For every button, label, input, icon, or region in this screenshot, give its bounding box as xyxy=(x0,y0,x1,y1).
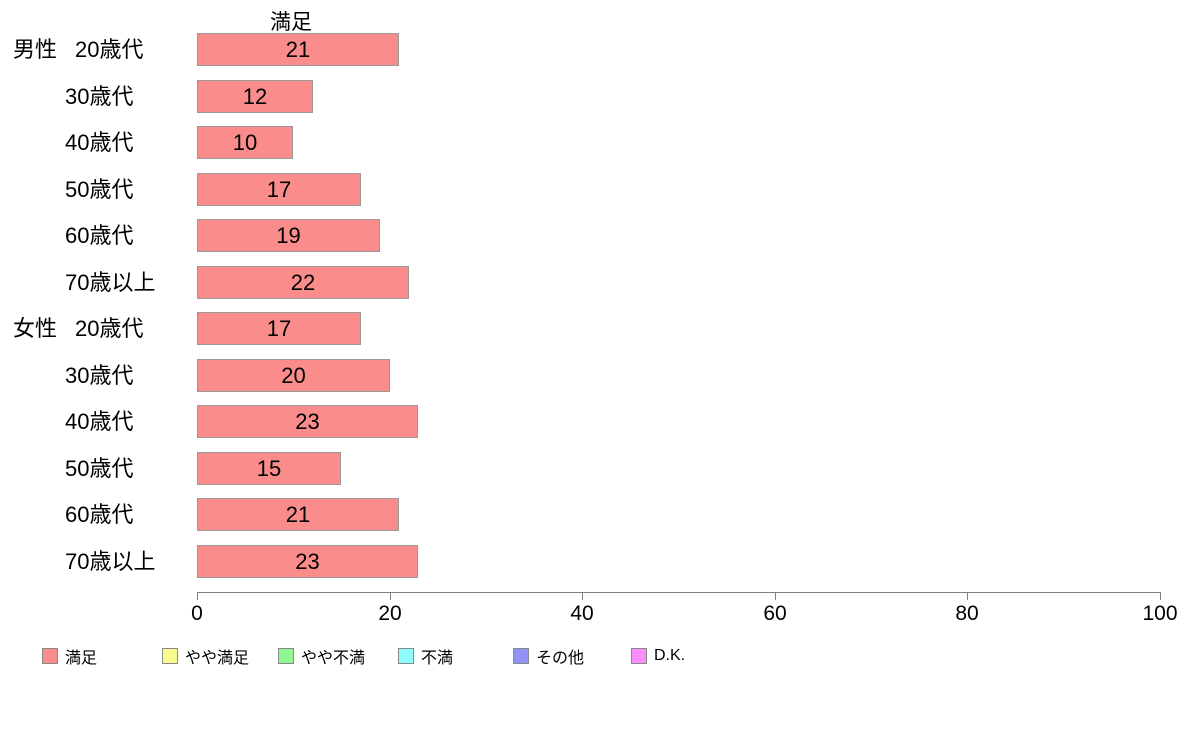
age-label: 60歳代 xyxy=(65,502,134,527)
category-label: 30歳代 xyxy=(0,80,196,113)
bar: 17 xyxy=(197,312,361,345)
legend-swatch xyxy=(278,648,294,664)
age-label: 70歳以上 xyxy=(65,270,156,295)
category-label: 70歳以上 xyxy=(0,545,196,578)
bar: 10 xyxy=(197,126,293,159)
legend-swatch xyxy=(42,648,58,664)
age-label: 30歳代 xyxy=(65,84,134,109)
bar: 12 xyxy=(197,80,313,113)
age-label: 60歳代 xyxy=(65,223,134,248)
age-label: 50歳代 xyxy=(65,456,134,481)
category-label: 男性 20歳代 xyxy=(0,33,196,66)
bar-value-label: 21 xyxy=(285,37,311,62)
legend-swatch xyxy=(162,648,178,664)
category-label: 40歳代 xyxy=(0,126,196,159)
axis-tick xyxy=(775,592,776,600)
axis-tick-label: 20 xyxy=(378,602,402,625)
category-label: 40歳代 xyxy=(0,405,196,438)
age-label: 20歳代 xyxy=(75,316,144,341)
age-label: 40歳代 xyxy=(65,130,134,155)
axis-tick-label: 0 xyxy=(191,602,203,625)
category-label: 30歳代 xyxy=(0,359,196,392)
age-label: 70歳以上 xyxy=(65,549,156,574)
axis-tick xyxy=(967,592,968,600)
bar: 17 xyxy=(197,173,361,206)
axis-tick-label: 80 xyxy=(955,602,979,625)
legend-label: その他 xyxy=(536,650,585,667)
bar: 22 xyxy=(197,266,409,299)
age-label: 50歳代 xyxy=(65,177,134,202)
group-label: 男性 xyxy=(13,37,58,62)
category-label: 女性 20歳代 xyxy=(0,312,196,345)
bar: 21 xyxy=(197,33,399,66)
legend-label: D.K. xyxy=(654,647,686,664)
age-label: 40歳代 xyxy=(65,409,134,434)
age-label: 30歳代 xyxy=(65,363,134,388)
axis-tick xyxy=(197,592,198,600)
legend-label: やや満足 xyxy=(185,650,250,667)
legend-label: 満足 xyxy=(65,650,98,667)
axis-tick-label: 100 xyxy=(1142,602,1178,625)
category-label: 50歳代 xyxy=(0,173,196,206)
bar-value-label: 23 xyxy=(295,409,320,434)
bar-value-label: 17 xyxy=(266,316,292,341)
group-label: 女性 xyxy=(13,316,58,341)
bar: 23 xyxy=(197,405,418,438)
bar-value-label: 12 xyxy=(242,84,268,109)
bar: 19 xyxy=(197,219,380,252)
bar-value-label: 10 xyxy=(232,130,258,155)
age-label: 20歳代 xyxy=(75,37,144,62)
category-label: 60歳代 xyxy=(0,219,196,252)
legend-swatch xyxy=(631,648,647,664)
bar-value-label: 17 xyxy=(266,177,292,202)
axis-tick-label: 60 xyxy=(763,602,787,625)
legend-label: 不満 xyxy=(421,650,454,667)
bar-value-label: 19 xyxy=(276,223,301,248)
chart-title: 満足 xyxy=(270,11,312,34)
bar: 15 xyxy=(197,452,341,485)
bar: 20 xyxy=(197,359,390,392)
category-label: 70歳以上 xyxy=(0,266,196,299)
category-label: 50歳代 xyxy=(0,452,196,485)
x-axis-line xyxy=(197,592,1161,593)
category-label: 60歳代 xyxy=(0,498,196,531)
axis-tick xyxy=(390,592,391,600)
axis-tick xyxy=(582,592,583,600)
bar-value-label: 15 xyxy=(256,456,282,481)
legend-swatch xyxy=(398,648,414,664)
bar: 23 xyxy=(197,545,418,578)
bar-value-label: 23 xyxy=(295,549,320,574)
legend-label: やや不満 xyxy=(301,650,366,667)
bar-value-label: 21 xyxy=(285,502,311,527)
axis-tick xyxy=(1160,592,1161,600)
legend-swatch xyxy=(513,648,529,664)
bar: 21 xyxy=(197,498,399,531)
bar-value-label: 20 xyxy=(281,363,306,388)
axis-tick-label: 40 xyxy=(570,602,594,625)
bar-value-label: 22 xyxy=(290,270,316,295)
